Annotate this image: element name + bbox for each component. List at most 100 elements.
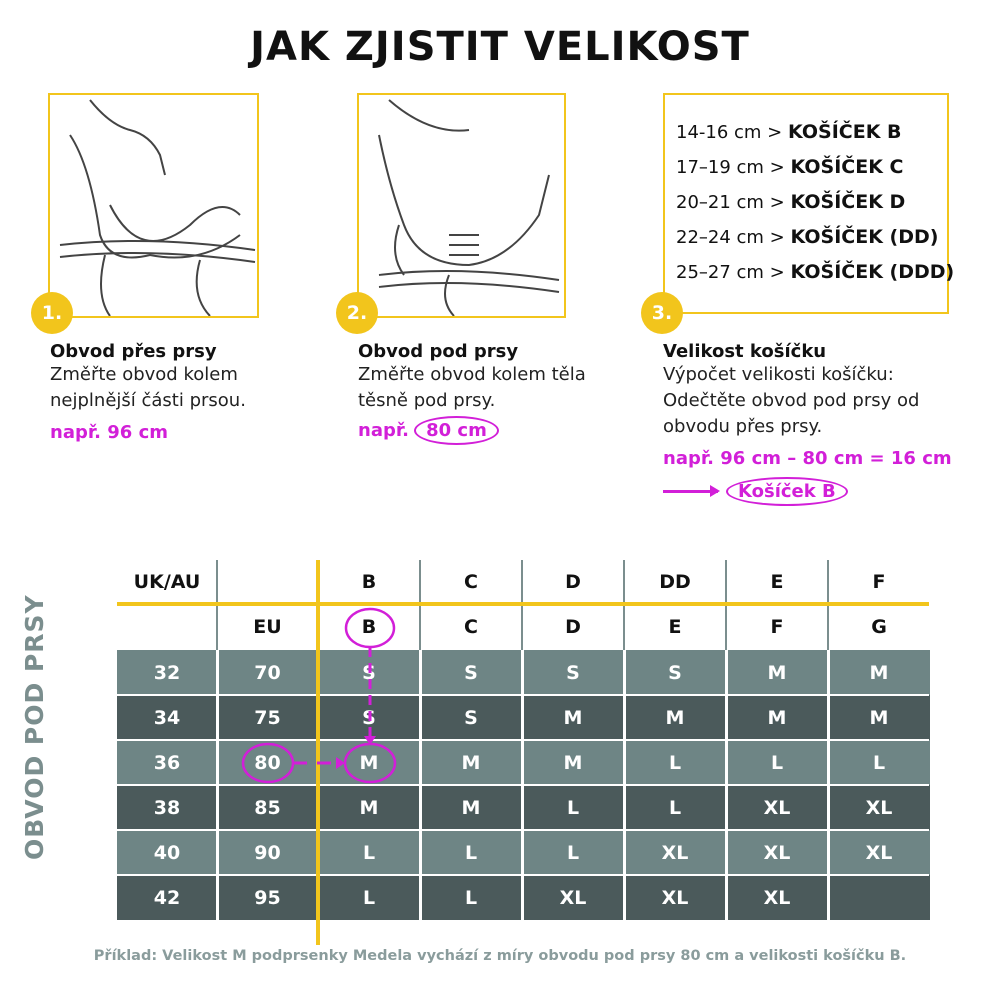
size-cell: L (318, 875, 420, 920)
illustration-underbust-measure (357, 93, 566, 318)
size-cell: S (624, 650, 726, 695)
step-2-example-prefix: např. (358, 420, 409, 441)
size-cell: M (624, 695, 726, 740)
uk-cup-header: C (464, 571, 478, 593)
eu-cup-header: D (565, 616, 581, 638)
step-1-badge: 1. (31, 292, 73, 334)
uk-cup-header: F (872, 571, 886, 593)
eu-band: 95 (217, 875, 318, 920)
eu-band: 85 (217, 785, 318, 830)
uk-cup-header: D (565, 571, 581, 593)
size-cell: XL (828, 785, 930, 830)
uk-band: 42 (117, 875, 217, 920)
size-cell: L (420, 830, 522, 875)
uk-band: 32 (117, 650, 217, 695)
size-cell: M (420, 785, 522, 830)
size-cell: S (522, 650, 624, 695)
arrow-right-icon (663, 485, 720, 497)
uk-band: 38 (117, 785, 217, 830)
uk-band: 36 (117, 740, 217, 785)
eu-cup-header: B (361, 616, 377, 638)
step-1-text-1: Změřte obvod kolem (50, 364, 238, 385)
step-3-text-3: obvodu přes prsy. (663, 416, 823, 437)
size-cell: XL (828, 830, 930, 875)
step-1-text-2: nejplnější části prsou. (50, 390, 246, 411)
cup-range-row: 17–19 cm > KOŠÍČEK C (676, 156, 904, 178)
size-cell: S (420, 650, 522, 695)
uk-cup-header: E (770, 571, 784, 593)
cup-range-row: 25–27 cm > KOŠÍČEK (DDD) (676, 261, 955, 283)
cup-range-row: 14-16 cm > KOŠÍČEK B (676, 121, 902, 143)
cup-range-row: 20–21 cm > KOŠÍČEK D (676, 191, 906, 213)
size-cell: M (828, 650, 930, 695)
step-1-heading: Obvod přes prsy (50, 341, 217, 362)
size-cell: M (420, 740, 522, 785)
size-cell: M (522, 695, 624, 740)
step-3-example: např. 96 cm – 80 cm = 16 cm (663, 448, 952, 469)
row-gap (117, 874, 929, 876)
size-cell: M (828, 695, 930, 740)
size-cell: L (726, 740, 828, 785)
step-3-badge: 3. (641, 292, 683, 334)
size-cell: M (726, 695, 828, 740)
uk-cup-header: DD (659, 571, 691, 593)
highlight-eu-b (344, 607, 396, 649)
step-2-text-1: Změřte obvod kolem těla (358, 364, 586, 385)
size-cell: L (624, 740, 726, 785)
size-cell: L (522, 785, 624, 830)
size-cell: XL (726, 830, 828, 875)
step-2-text-2: těsně pod prsy. (358, 390, 496, 411)
step-2-badge: 2. (336, 292, 378, 334)
uk-band: 40 (117, 830, 217, 875)
row-gap (117, 784, 929, 786)
row-gap (117, 739, 929, 741)
step-3-text-1: Výpočet velikosti košíčku: (663, 364, 894, 385)
illustration-bust-measure (48, 93, 259, 318)
footer-note: Příklad: Velikost M podprsenky Medela vy… (93, 948, 907, 964)
size-cell: XL (624, 830, 726, 875)
size-cell: L (624, 785, 726, 830)
eu-cup-header: G (871, 616, 887, 638)
cup-range-row: 22–24 cm > KOŠÍČEK (DD) (676, 226, 939, 248)
eu-cup-header: E (668, 616, 682, 638)
eu-cup-header: F (770, 616, 784, 638)
size-cell: M (318, 785, 420, 830)
step-2-example-value: 80 cm (414, 416, 499, 445)
eu-band: 75 (217, 695, 318, 740)
size-cell: XL (624, 875, 726, 920)
yellow-divider-vertical (316, 560, 320, 945)
row-gap (117, 829, 929, 831)
arrow-head-right (336, 757, 345, 769)
row-gap (117, 694, 929, 696)
size-cell: L (318, 830, 420, 875)
uk-band: 34 (117, 695, 217, 740)
eu-header: EU (253, 616, 282, 638)
size-cell: XL (726, 875, 828, 920)
size-cell: L (522, 830, 624, 875)
step-2-heading: Obvod pod prsy (358, 341, 519, 362)
size-cell: XL (522, 875, 624, 920)
eu-band: 90 (217, 830, 318, 875)
cup-range-box: 14-16 cm > KOŠÍČEK B 17–19 cm > KOŠÍČEK … (663, 93, 955, 314)
step-3-result: Košíček B (726, 477, 848, 506)
step-3-heading: Velikost košíčku (663, 341, 827, 362)
eu-band: 70 (217, 650, 318, 695)
uk-cup-header: B (361, 571, 377, 593)
step-3-text-2: Odečtěte obvod pod prsy od (663, 390, 920, 411)
size-cell: M (318, 740, 420, 785)
page-title: JAK ZJISTIT VELIKOST (250, 24, 750, 70)
woman-measuring-underbust-illustration (378, 99, 560, 317)
yellow-divider-horizontal (117, 602, 929, 606)
step-1-example: např. 96 cm (50, 422, 169, 443)
eu-cup-header: C (464, 616, 478, 638)
size-cell (828, 875, 930, 920)
size-cell: L (828, 740, 930, 785)
size-cell: S (420, 695, 522, 740)
arrow-head-down (364, 736, 376, 745)
highlight-m (343, 742, 397, 784)
size-cell: L (420, 875, 522, 920)
highlight-80 (241, 742, 295, 784)
size-cell: M (726, 650, 828, 695)
size-cell: M (522, 740, 624, 785)
